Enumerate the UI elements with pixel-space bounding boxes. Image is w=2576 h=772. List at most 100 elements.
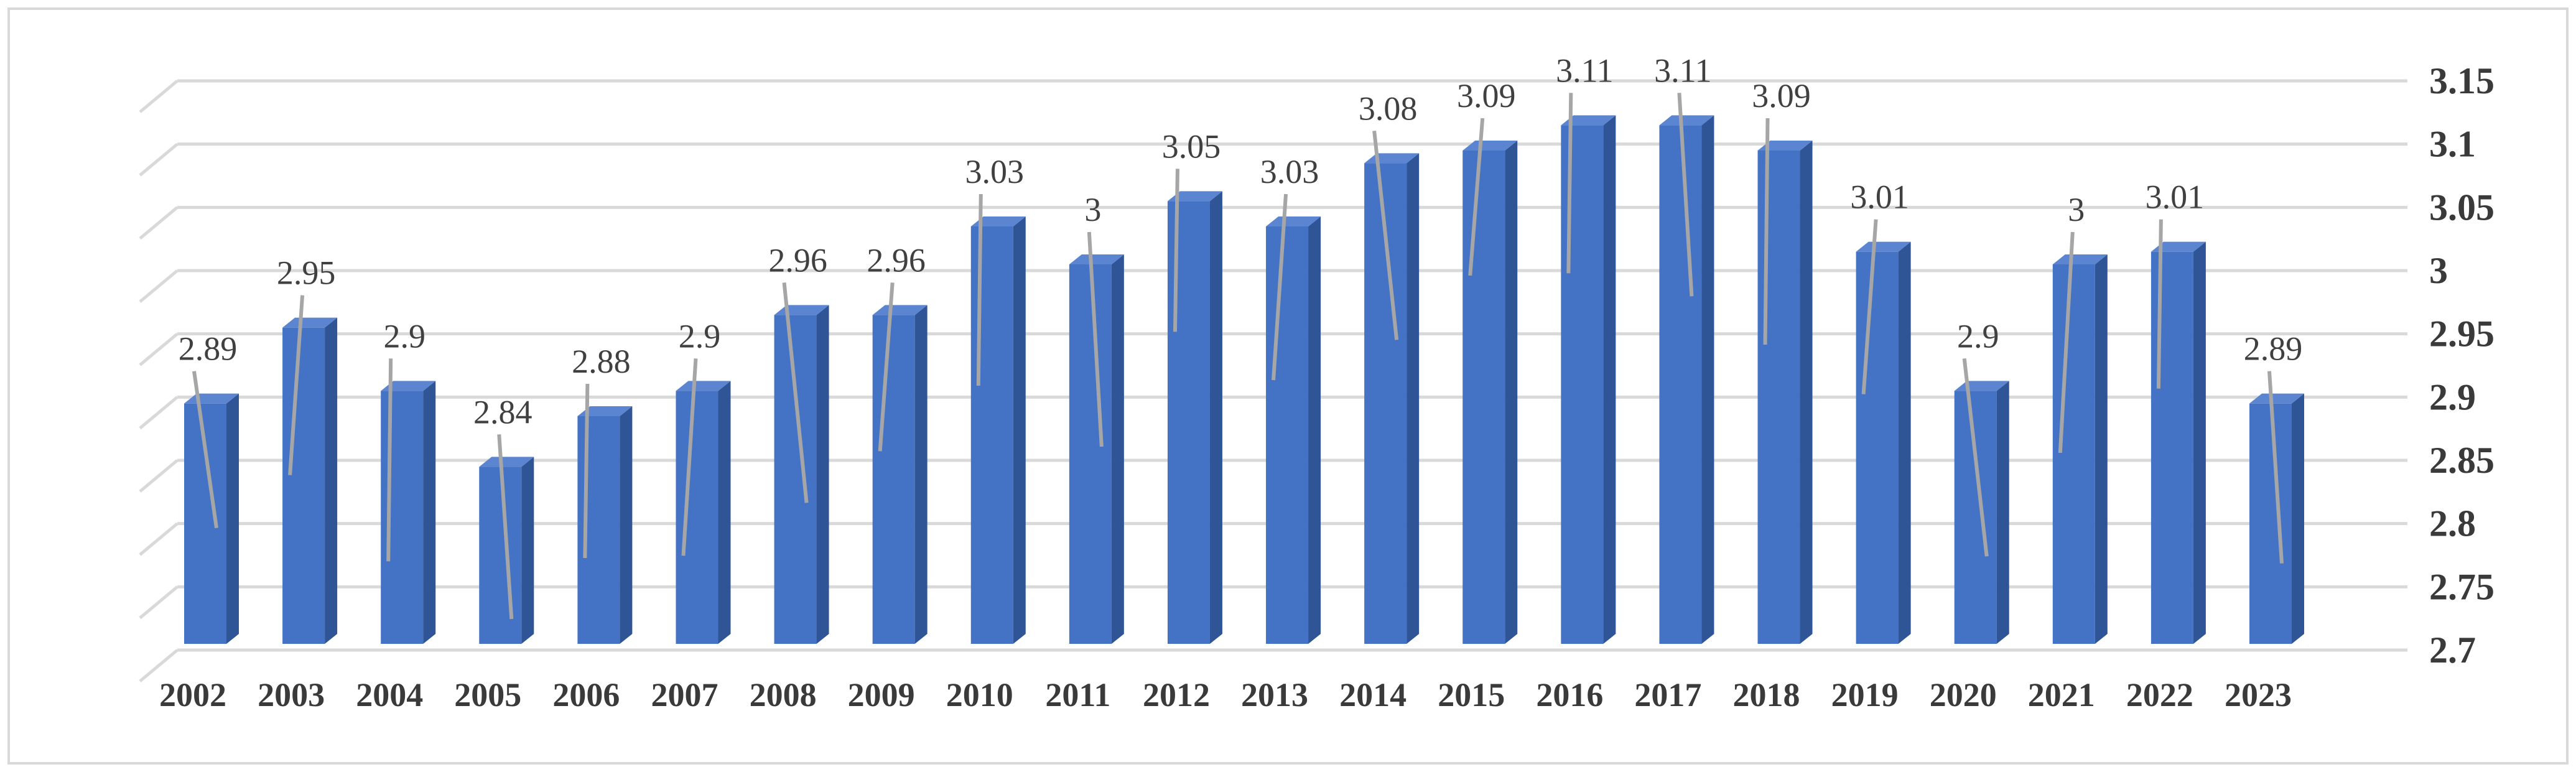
data-label: 3.05 [1162,128,1221,165]
data-label: 2.95 [277,254,336,292]
bar-top [1462,141,1518,151]
bar-side [521,457,534,644]
x-tick-label: 2016 [1536,676,1603,714]
bar-side [1996,381,2009,644]
data-label: 3.08 [1359,90,1418,127]
leader-line [1173,169,1179,332]
x-tick-label: 2013 [1241,676,1308,714]
x-tick-label: 2003 [258,676,325,714]
bar-top [2249,393,2304,404]
y-tick-label: 3.15 [2429,60,2495,101]
y-tick-label: 3.05 [2429,187,2495,228]
x-axis-category-labels: 2002 2003 2004 2005 2006 2007 2008 2009 2010 2011… [159,676,2292,714]
bar-top [2151,241,2206,252]
data-label: 3.01 [2146,179,2205,216]
gridline-depth [139,269,179,303]
bar-side [620,406,633,644]
bar-front [2052,264,2095,644]
x-tick-label: 2022 [2126,676,2193,714]
x-tick-label: 2007 [651,676,718,714]
data-label: 3.11 [1556,52,1614,89]
leader-line [386,358,393,562]
x-tick-label: 2009 [848,676,915,714]
data-label: 3.09 [1457,77,1516,114]
gridline-depth [139,80,179,113]
x-tick-label: 2011 [1045,676,1110,714]
x-tick-label: 2008 [750,676,817,714]
gridline-depth [139,459,179,493]
bar-side [1800,141,1813,644]
bar-front [282,327,325,644]
bar-top [577,406,633,416]
leader-line [1087,231,1104,447]
bar-top [872,305,928,315]
y-tick-label: 2.8 [2429,503,2476,544]
bar-front [479,467,522,644]
x-tick-label: 2005 [454,676,521,714]
data-label: 2.89 [2244,330,2303,368]
leader-line [583,383,590,559]
data-label: 3.09 [1752,77,1811,114]
bar-front [1659,125,1702,644]
bar-top [1167,191,1222,202]
data-label: 3.11 [1654,52,1712,89]
leader-line [782,282,809,503]
bar-side [2292,393,2304,644]
bar-front [676,391,718,644]
data-label: 2.96 [768,241,827,279]
gridline-depth [139,332,179,366]
y-tick-label: 2.75 [2429,566,2495,607]
bar-top [1069,254,1124,264]
bar-side [816,305,829,644]
bar-front [1757,151,1800,644]
bars [184,115,2304,644]
bar-side [325,317,338,644]
data-label: 3.03 [965,153,1025,190]
data-label: 3.03 [1260,153,1319,190]
leader-line [1372,131,1399,340]
data-label: 2.9 [679,317,721,355]
gridline-depth [139,206,179,240]
leader-line [1677,93,1694,297]
gridline-depth [139,585,179,620]
y-tick-label: 3 [2429,250,2448,291]
bar-front [1954,391,1997,644]
bar-front [1266,226,1309,644]
x-tick-label: 2015 [1438,676,1505,714]
bar-top [1757,141,1813,151]
gridline-depth [139,649,179,682]
y-tick-label: 2.7 [2429,630,2476,671]
leader-line [1861,219,1878,394]
data-label: 3.01 [1850,179,1909,216]
y-tick-label: 2.9 [2429,376,2476,417]
bar-top [479,457,534,467]
bar-side [1013,216,1026,644]
bar-front [1856,251,1899,644]
leader-line [2058,231,2075,453]
y-tick-label: 2.85 [2429,440,2495,481]
bar-top [1856,241,1911,252]
leader-line [1566,93,1573,274]
bar-side [1111,254,1124,644]
bar-side [2193,241,2206,644]
bar-top [381,381,436,391]
data-label: 2.96 [867,241,926,279]
bar-side [1898,241,1911,644]
bar-side [226,393,239,644]
bar-side [1308,216,1321,644]
x-tick-label: 2021 [2028,676,2095,714]
y-tick-label: 2.95 [2429,314,2495,355]
bar-side [2095,254,2108,644]
x-tick-label: 2018 [1733,676,1800,714]
bar-front [774,315,817,644]
data-label: 3 [1084,191,1101,228]
bar-front [1167,201,1210,644]
leader-line [1763,118,1770,345]
bar-side [914,305,928,644]
gridline-depth [139,396,179,430]
leader-line [288,295,305,475]
bar-side [1505,141,1518,644]
bar-top [282,317,338,328]
